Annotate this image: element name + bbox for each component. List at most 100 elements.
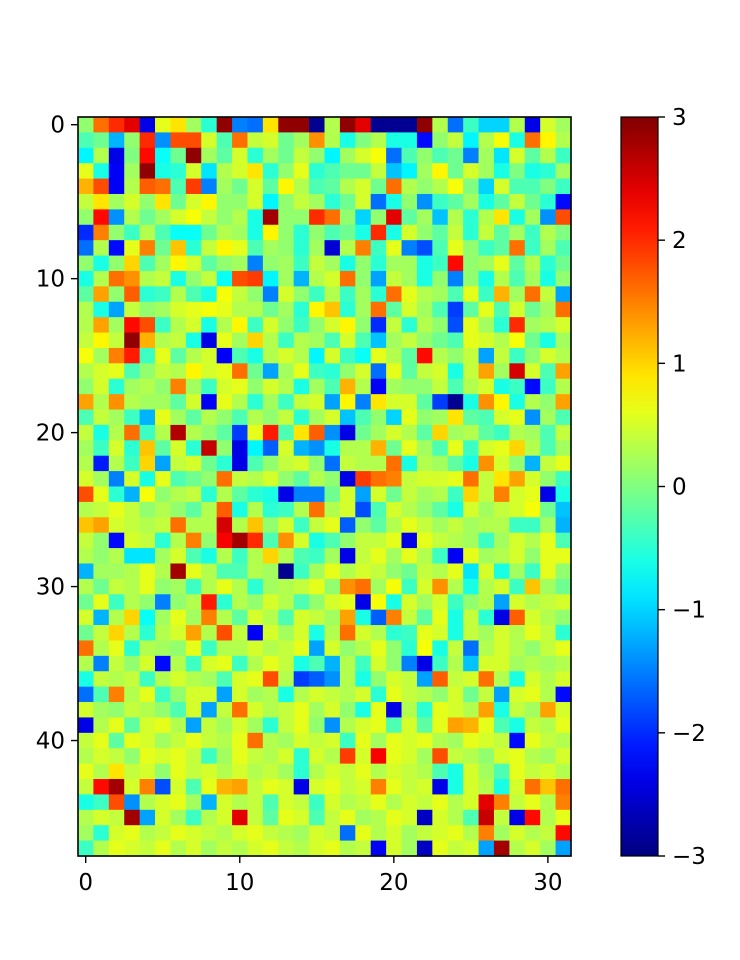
heatmap-cell xyxy=(355,240,372,257)
heatmap-cell xyxy=(293,501,310,518)
heatmap-cell xyxy=(216,424,233,441)
heatmap-cell xyxy=(170,825,187,842)
heatmap-cell xyxy=(201,394,218,411)
heatmap-cell xyxy=(93,840,110,857)
heatmap-cell xyxy=(216,255,233,272)
heatmap-cell xyxy=(355,378,372,395)
heatmap-cell xyxy=(401,455,418,472)
heatmap-cell xyxy=(185,471,202,488)
heatmap-cell xyxy=(432,270,449,287)
heatmap-cell xyxy=(185,440,202,457)
heatmap-cell xyxy=(185,779,202,796)
heatmap-cell xyxy=(170,440,187,457)
heatmap-cell xyxy=(293,825,310,842)
heatmap-cell xyxy=(355,224,372,241)
colorbar-tick-label: −3 xyxy=(672,844,706,870)
heatmap-cell xyxy=(555,363,572,380)
heatmap-cell xyxy=(416,440,433,457)
heatmap-cell xyxy=(247,732,264,749)
heatmap-cell xyxy=(247,440,264,457)
heatmap-cell xyxy=(370,732,387,749)
heatmap-cell xyxy=(432,809,449,826)
heatmap-cell xyxy=(216,794,233,811)
heatmap-cell xyxy=(216,486,233,503)
heatmap-cell xyxy=(216,471,233,488)
heatmap-cell xyxy=(93,748,110,765)
heatmap-cell xyxy=(201,717,218,734)
heatmap-cell xyxy=(139,594,156,611)
heatmap-cell xyxy=(370,578,387,595)
heatmap-cell xyxy=(386,193,403,210)
heatmap-cell xyxy=(555,471,572,488)
heatmap-cell xyxy=(355,255,372,272)
heatmap-cell xyxy=(416,517,433,534)
heatmap-cell xyxy=(232,193,249,210)
heatmap-cell xyxy=(463,794,480,811)
heatmap-cell xyxy=(447,440,464,457)
heatmap-cell xyxy=(124,255,141,272)
heatmap-cell xyxy=(339,686,356,703)
heatmap-cell xyxy=(124,640,141,657)
heatmap-cell xyxy=(216,779,233,796)
heatmap-cell xyxy=(278,501,295,518)
heatmap-cell xyxy=(108,655,125,672)
heatmap-cell xyxy=(447,825,464,842)
heatmap-cell xyxy=(555,394,572,411)
heatmap-cell xyxy=(432,825,449,842)
heatmap-cell xyxy=(463,640,480,657)
heatmap-cell xyxy=(339,424,356,441)
heatmap-cell xyxy=(324,147,341,164)
heatmap-cell xyxy=(324,363,341,380)
heatmap-cell xyxy=(540,117,557,133)
heatmap-cell xyxy=(201,501,218,518)
heatmap-cell xyxy=(124,594,141,611)
heatmap-cell xyxy=(93,378,110,395)
heatmap-cell xyxy=(447,132,464,149)
heatmap-cell xyxy=(155,286,172,303)
heatmap-cell xyxy=(386,609,403,626)
heatmap-cell xyxy=(108,702,125,719)
heatmap-cell xyxy=(401,440,418,457)
heatmap-cell xyxy=(416,686,433,703)
heatmap-cell xyxy=(278,471,295,488)
heatmap-cell xyxy=(170,424,187,441)
heatmap-cell xyxy=(386,317,403,334)
heatmap-cell xyxy=(493,471,510,488)
heatmap-cell xyxy=(355,147,372,164)
heatmap-cell xyxy=(185,178,202,195)
heatmap-cell xyxy=(493,501,510,518)
heatmap-cell xyxy=(432,163,449,180)
heatmap-cell xyxy=(447,748,464,765)
heatmap-cell xyxy=(540,132,557,149)
heatmap-cell xyxy=(139,548,156,565)
heatmap-cell xyxy=(124,809,141,826)
heatmap-cell xyxy=(540,625,557,642)
heatmap-cell xyxy=(185,209,202,226)
heatmap-cell xyxy=(509,840,526,857)
heatmap-cell xyxy=(232,486,249,503)
heatmap-cell xyxy=(139,779,156,796)
heatmap-cell xyxy=(386,517,403,534)
heatmap-cell xyxy=(108,486,125,503)
heatmap-cell xyxy=(416,671,433,688)
heatmap-cell xyxy=(324,501,341,518)
heatmap-cell xyxy=(447,193,464,210)
heatmap-cell xyxy=(555,424,572,441)
heatmap-cell xyxy=(447,409,464,426)
heatmap-cell xyxy=(416,532,433,549)
heatmap-cell xyxy=(78,378,95,395)
heatmap-cell xyxy=(78,609,95,626)
heatmap-cell xyxy=(262,609,279,626)
heatmap-cell xyxy=(93,640,110,657)
heatmap-cell xyxy=(139,301,156,318)
heatmap-cell xyxy=(478,409,495,426)
heatmap-cell xyxy=(370,625,387,642)
heatmap-cell xyxy=(478,763,495,780)
heatmap-cell xyxy=(170,671,187,688)
heatmap-cell xyxy=(524,686,541,703)
heatmap-cell xyxy=(401,671,418,688)
heatmap-cell xyxy=(401,501,418,518)
heatmap-cell xyxy=(232,394,249,411)
heatmap-cell xyxy=(216,394,233,411)
heatmap-cell xyxy=(509,240,526,257)
